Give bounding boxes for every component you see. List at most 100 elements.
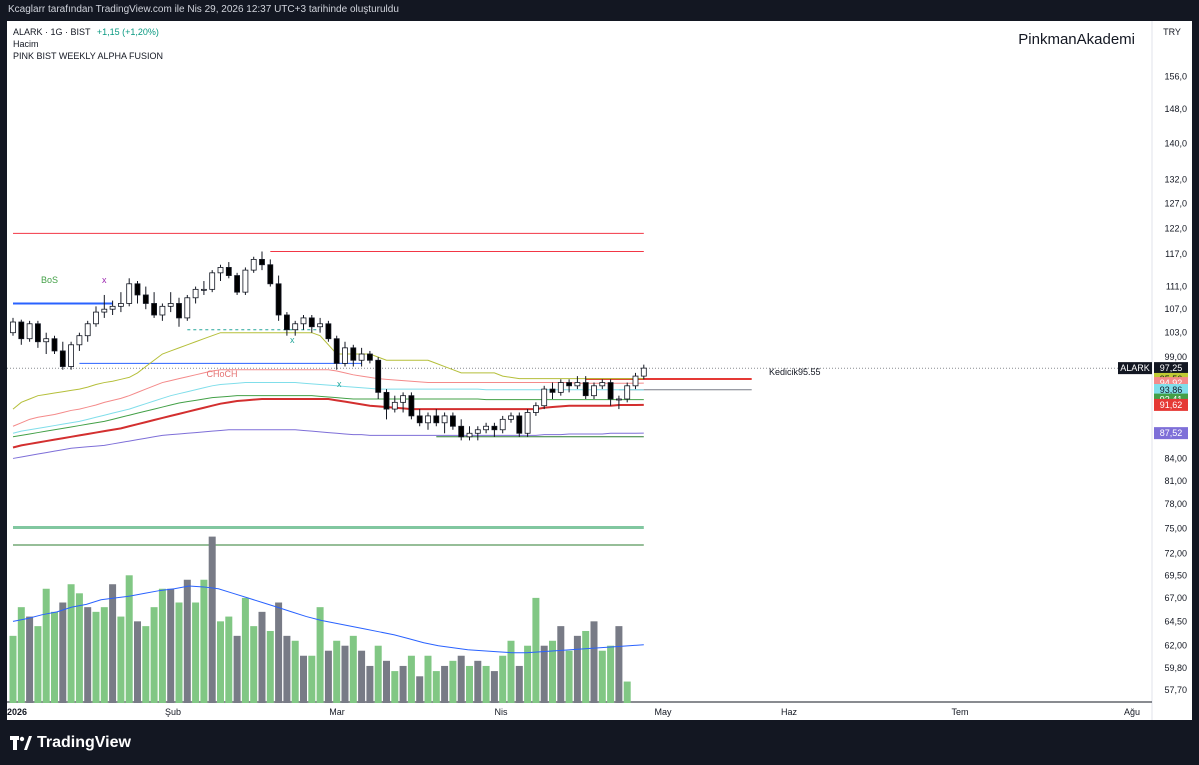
candle[interactable]: [632, 375, 639, 387]
candle[interactable]: [167, 303, 174, 307]
candle[interactable]: [250, 258, 257, 271]
chart-panel[interactable]: TRY 156,0 148,0 140,0 132,0 127,0 122,0 117,0 11…: [7, 21, 1192, 720]
candle[interactable]: [466, 432, 473, 438]
candle[interactable]: [242, 269, 249, 293]
candle[interactable]: [101, 308, 108, 313]
candle[interactable]: [566, 382, 572, 387]
candle[interactable]: [557, 382, 564, 393]
candle[interactable]: [51, 338, 58, 352]
candle[interactable]: [366, 353, 373, 361]
candle[interactable]: [109, 305, 116, 310]
candle[interactable]: [375, 359, 382, 393]
candle[interactable]: [126, 283, 133, 304]
candle[interactable]: [425, 415, 431, 424]
volume-label[interactable]: Hacim: [13, 39, 39, 49]
volume-bar: [300, 655, 307, 703]
candle[interactable]: [574, 382, 581, 387]
candle[interactable]: [541, 388, 548, 407]
candle[interactable]: [333, 338, 340, 364]
candle[interactable]: [184, 297, 191, 319]
volume-bar: [42, 588, 50, 703]
x-tick-label: Mar: [329, 707, 345, 717]
candle[interactable]: [591, 385, 597, 397]
candle[interactable]: [225, 267, 232, 276]
volume-bar: [341, 645, 349, 703]
volume-bar: [158, 588, 166, 703]
candle[interactable]: [93, 311, 99, 325]
symbol-label[interactable]: ALARK · 1G · BIST: [13, 27, 91, 37]
candle[interactable]: [449, 415, 456, 427]
candle[interactable]: [68, 344, 74, 367]
candle[interactable]: [76, 335, 83, 346]
candle[interactable]: [18, 321, 25, 340]
candle[interactable]: [582, 382, 589, 397]
candle[interactable]: [499, 418, 506, 431]
candle[interactable]: [151, 303, 158, 316]
candle[interactable]: [43, 338, 50, 343]
candle[interactable]: [549, 388, 556, 393]
candle[interactable]: [34, 323, 41, 343]
candle[interactable]: [209, 272, 216, 290]
candle[interactable]: [433, 415, 440, 424]
candle[interactable]: [508, 415, 514, 420]
candle[interactable]: [640, 367, 647, 377]
candle[interactable]: [317, 323, 324, 328]
volume-bar: [9, 635, 17, 703]
candle[interactable]: [458, 425, 465, 438]
candle[interactable]: [383, 391, 390, 410]
candle[interactable]: [516, 415, 523, 434]
candle[interactable]: [325, 323, 332, 340]
candle[interactable]: [616, 398, 622, 401]
tradingview-logo-icon: [10, 736, 32, 750]
candle[interactable]: [441, 415, 448, 424]
candle[interactable]: [267, 264, 274, 285]
candle[interactable]: [275, 283, 282, 316]
currency-label[interactable]: TRY: [1163, 27, 1181, 37]
candle[interactable]: [524, 412, 531, 434]
candle[interactable]: [159, 305, 166, 316]
candle[interactable]: [26, 323, 33, 340]
candle[interactable]: [607, 382, 614, 400]
candle[interactable]: [176, 303, 182, 319]
candle[interactable]: [234, 275, 241, 293]
candle[interactable]: [483, 425, 490, 431]
x-tick-label: Şub: [165, 707, 181, 717]
candle[interactable]: [300, 317, 307, 325]
candle[interactable]: [416, 415, 423, 424]
candle[interactable]: [624, 385, 631, 400]
y-tick-label: 111,0: [1166, 282, 1187, 292]
candle[interactable]: [10, 321, 16, 334]
candle[interactable]: [200, 288, 207, 291]
candle[interactable]: [59, 350, 66, 367]
volume-bar: [250, 626, 258, 703]
candle[interactable]: [217, 267, 224, 274]
candle[interactable]: [491, 425, 498, 431]
x-tick-label: May: [654, 707, 672, 717]
candle[interactable]: [391, 401, 398, 410]
candle[interactable]: [192, 288, 199, 299]
candle[interactable]: [400, 395, 407, 403]
chart-canvas[interactable]: TRY 156,0 148,0 140,0 132,0 127,0 122,0 117,0 11…: [7, 21, 1192, 720]
tradingview-logo[interactable]: TradingView: [10, 734, 131, 752]
candle[interactable]: [474, 429, 481, 434]
candle[interactable]: [533, 405, 539, 413]
price-tag: [1154, 398, 1188, 411]
candle[interactable]: [599, 382, 606, 387]
candle[interactable]: [118, 303, 124, 307]
candle[interactable]: [350, 347, 357, 361]
candle[interactable]: [342, 347, 348, 364]
candle[interactable]: [292, 323, 299, 331]
volume-bar: [532, 597, 540, 703]
candle[interactable]: [142, 294, 149, 304]
candle[interactable]: [84, 323, 91, 337]
candle[interactable]: [308, 317, 315, 328]
candle[interactable]: [134, 283, 141, 296]
indicator-label[interactable]: PINK BIST WEEKLY ALPHA FUSION: [13, 51, 164, 61]
candle[interactable]: [408, 395, 415, 417]
volume-bar: [549, 640, 556, 703]
candle[interactable]: [283, 314, 290, 331]
candle[interactable]: [259, 258, 265, 266]
volume-bar: [482, 665, 490, 703]
candle[interactable]: [358, 353, 365, 361]
volume-bar: [17, 607, 25, 703]
